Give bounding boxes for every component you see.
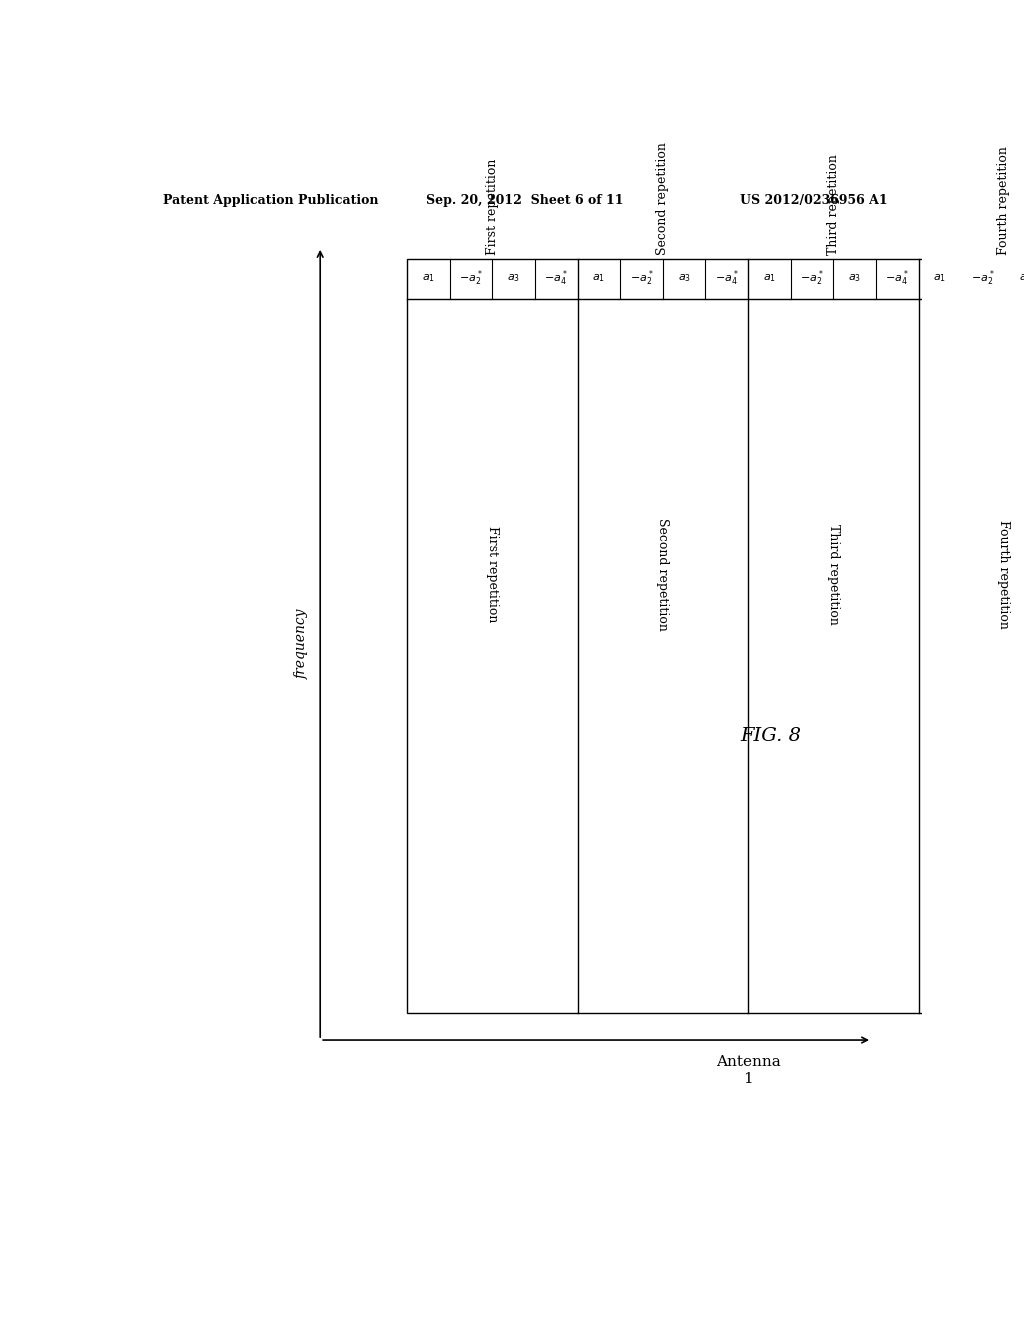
Text: Third repetition: Third repetition	[826, 153, 840, 255]
Text: Sep. 20, 2012  Sheet 6 of 11: Sep. 20, 2012 Sheet 6 of 11	[426, 194, 624, 207]
Text: $-a_2^*$: $-a_2^*$	[971, 269, 994, 288]
Text: First repetition: First repetition	[485, 158, 499, 255]
Text: $a_3$: $a_3$	[507, 273, 520, 284]
Text: frequency: frequency	[295, 609, 308, 678]
Text: FIG. 8: FIG. 8	[740, 727, 802, 744]
Text: US 2012/0236956 A1: US 2012/0236956 A1	[740, 194, 888, 207]
Text: $-a_4^*$: $-a_4^*$	[715, 269, 738, 288]
Text: $-a_4^*$: $-a_4^*$	[886, 269, 909, 288]
Text: $-a_2^*$: $-a_2^*$	[800, 269, 824, 288]
Text: $a_1$: $a_1$	[422, 273, 435, 284]
Text: $a_3$: $a_3$	[848, 273, 861, 284]
Text: $a_1$: $a_1$	[592, 273, 605, 284]
Text: $a_3$: $a_3$	[1019, 273, 1024, 284]
Text: Patent Application Publication: Patent Application Publication	[163, 194, 379, 207]
Text: $-a_4^*$: $-a_4^*$	[545, 269, 568, 288]
Text: Fourth repetition: Fourth repetition	[997, 520, 1011, 628]
Text: Second repetition: Second repetition	[656, 517, 670, 631]
Text: First repetition: First repetition	[485, 525, 499, 623]
Text: $a_3$: $a_3$	[678, 273, 690, 284]
Text: Second repetition: Second repetition	[656, 141, 670, 255]
Text: $a_1$: $a_1$	[933, 273, 946, 284]
Text: $a_1$: $a_1$	[763, 273, 776, 284]
Text: $-a_2^*$: $-a_2^*$	[459, 269, 483, 288]
Text: Fourth repetition: Fourth repetition	[997, 145, 1011, 255]
Text: Antenna
1: Antenna 1	[716, 1056, 780, 1085]
Text: $-a_2^*$: $-a_2^*$	[630, 269, 653, 288]
Bar	[407, 259, 1024, 1014]
Text: Third repetition: Third repetition	[826, 524, 840, 624]
